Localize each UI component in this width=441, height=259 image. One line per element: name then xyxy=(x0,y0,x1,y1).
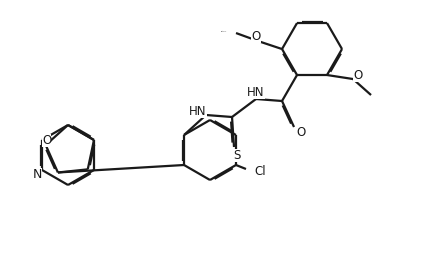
Text: HN: HN xyxy=(189,104,207,118)
Text: methoxy: methoxy xyxy=(221,30,227,32)
Text: O: O xyxy=(296,126,306,139)
Text: Cl: Cl xyxy=(254,164,265,177)
Text: O: O xyxy=(251,30,261,42)
Text: S: S xyxy=(233,148,241,162)
Text: O: O xyxy=(353,69,363,82)
Text: N: N xyxy=(32,168,42,181)
Text: HN: HN xyxy=(247,85,265,98)
Text: O: O xyxy=(42,134,51,147)
